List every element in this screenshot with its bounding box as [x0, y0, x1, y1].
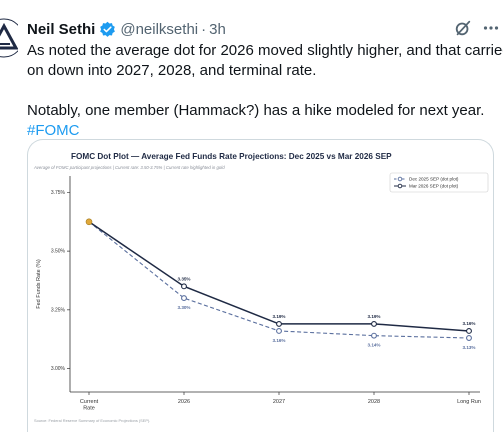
- data-point: [371, 332, 377, 339]
- y-axis-label: Fed Funds Rate (%): [36, 259, 42, 309]
- data-label: 3.35%: [177, 276, 190, 281]
- data-point: [181, 283, 187, 290]
- post-text-line: Notably, one member (Hammack?) has a hik…: [27, 102, 485, 119]
- data-point: [466, 328, 472, 334]
- y-tick-label: 3.00%: [51, 366, 66, 372]
- post-header: Neil Sethi @neilksethi · 3h: [27, 19, 503, 39]
- avatar[interactable]: [0, 18, 18, 58]
- y-tick-label: 3.75%: [51, 190, 66, 196]
- data-point: [466, 335, 472, 341]
- legend-swatch-marker: [397, 183, 403, 189]
- x-tick-label: 2028: [368, 399, 380, 405]
- grok-icon[interactable]: [454, 19, 472, 37]
- post-text-line: As noted the average dot for 2026 moved …: [27, 42, 503, 59]
- hashtag-link[interactable]: #FOMC: [27, 122, 80, 139]
- author-handle[interactable]: @neilksethi: [120, 20, 199, 38]
- legend-entry: Dec 2025 SEP (dot plot): [409, 177, 459, 182]
- data-point: [276, 320, 282, 327]
- post-media-image[interactable]: FOMC Dot Plot — Average Fed Funds Rate P…: [27, 139, 494, 432]
- data-point: [181, 295, 187, 302]
- chart-source: Source: Federal Reserve Summary of Econo…: [34, 418, 150, 423]
- y-tick-label: 3.25%: [51, 307, 66, 313]
- y-tick-label: 3.50%: [51, 249, 66, 255]
- post-time[interactable]: 3h: [209, 20, 226, 38]
- current-rate-point: [85, 218, 93, 226]
- post-text: As noted the average dot for 2026 moved …: [27, 41, 503, 141]
- data-label: 3.16%: [462, 321, 475, 326]
- x-tick-label: 2027: [273, 399, 285, 405]
- legend-entry: Mar 2026 SEP (dot plot): [409, 184, 459, 189]
- data-point: [371, 320, 377, 327]
- separator-dot: ·: [201, 20, 207, 38]
- x-tick-label: Current: [80, 399, 99, 405]
- more-options-icon[interactable]: [483, 25, 499, 31]
- verified-badge-icon: [100, 21, 116, 37]
- legend-swatch-marker: [397, 176, 403, 182]
- x-tick-label: Long Run: [457, 399, 481, 405]
- author-name[interactable]: Neil Sethi: [27, 20, 96, 38]
- data-label: 3.19%: [367, 314, 380, 319]
- x-tick-label: Rate: [83, 406, 95, 412]
- data-label: 3.16%: [272, 338, 285, 343]
- post-text-blank: [27, 81, 497, 101]
- chart-title: FOMC Dot Plot — Average Fed Funds Rate P…: [71, 152, 392, 161]
- x-tick-label: 2026: [178, 399, 190, 405]
- data-label: 3.14%: [367, 343, 380, 348]
- chart-subtitle: Average of FOMC participant projections …: [33, 165, 225, 170]
- dot-plot-chart: FOMC Dot Plot — Average Fed Funds Rate P…: [33, 152, 489, 423]
- post-text-line: on down into 2027, 2028, and terminal ra…: [27, 62, 317, 79]
- legend-box: [389, 172, 489, 193]
- series-line-dec-2025: [88, 221, 470, 339]
- data-label: 3.13%: [462, 345, 475, 350]
- data-label: 3.30%: [177, 305, 190, 310]
- avatar-logo: [0, 18, 18, 58]
- data-label: 3.19%: [272, 314, 285, 319]
- data-point: [276, 328, 282, 334]
